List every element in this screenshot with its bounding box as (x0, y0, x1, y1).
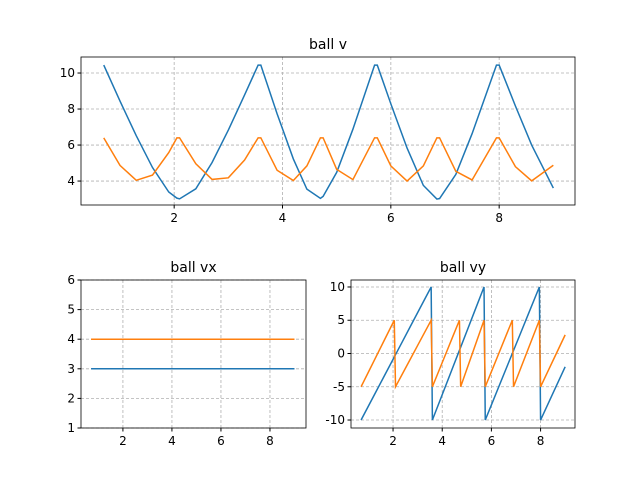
y-tick-label: -10 (325, 413, 345, 427)
y-tick-label: 6 (67, 138, 75, 152)
y-tick-label: 0 (337, 347, 345, 361)
x-tick-label: 8 (537, 434, 545, 448)
axes-frame (80, 56, 576, 206)
x-tick-label: 8 (495, 211, 503, 225)
x-tick-label: 4 (168, 434, 176, 448)
data-line (103, 64, 555, 200)
x-tick-label: 4 (438, 434, 446, 448)
y-tick-label: 6 (67, 273, 75, 287)
x-tick-label: 6 (217, 434, 225, 448)
axes-frame (350, 279, 576, 429)
y-tick-label: 3 (67, 362, 75, 376)
y-tick-label: 10 (330, 280, 345, 294)
x-tick-label: 2 (119, 434, 127, 448)
y-tick-label: 2 (67, 391, 75, 405)
y-tick-label: 4 (67, 174, 75, 188)
chart-title: ball vy (440, 260, 486, 276)
x-tick-label: 4 (279, 211, 287, 225)
x-tick-label: 2 (170, 211, 178, 225)
x-tick-label: 2 (389, 434, 397, 448)
chart-title: ball v (309, 37, 347, 53)
data-line (103, 137, 554, 183)
y-tick-label: 8 (67, 102, 75, 116)
y-tick-label: -5 (333, 380, 345, 394)
y-tick-label: 10 (60, 66, 75, 80)
chart-title: ball vx (170, 260, 216, 276)
y-tick-label: 1 (67, 421, 75, 435)
x-tick-label: 6 (488, 434, 496, 448)
data-line (360, 317, 566, 390)
x-tick-label: 8 (266, 434, 274, 448)
y-tick-label: 5 (67, 303, 75, 317)
y-tick-label: 5 (337, 313, 345, 327)
y-tick-label: 4 (67, 332, 75, 346)
axes-frame (80, 279, 307, 429)
x-tick-label: 6 (387, 211, 395, 225)
